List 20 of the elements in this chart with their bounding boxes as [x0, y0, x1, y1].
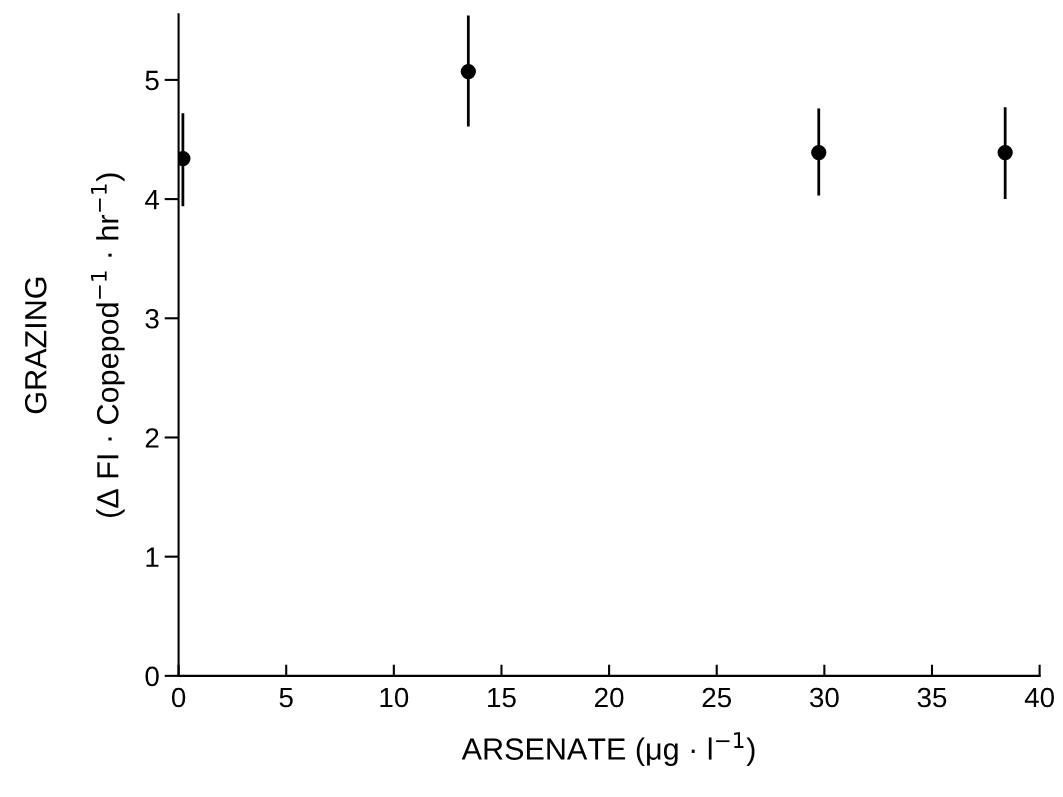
x-tick-label: 35 [917, 687, 947, 708]
x-tick-label: 5 [279, 687, 293, 708]
x-tick-label: 10 [380, 687, 409, 708]
point [460, 63, 476, 80]
x-axis-title: ARSENATE (μg · l$^{−1}$) [461, 732, 755, 766]
y-tick-label: 0 [145, 666, 159, 687]
y-tick-label: 4 [145, 190, 160, 210]
y-tick-label: 1 [146, 547, 159, 567]
point [997, 144, 1013, 161]
x-tick-label: 20 [595, 687, 624, 708]
y-tick-label: 3 [145, 308, 159, 329]
x-tick-label: 30 [809, 687, 839, 708]
x-tick-label: 0 [171, 687, 186, 708]
y-tick-label: 2 [145, 428, 159, 448]
x-tick-label: 40 [1024, 687, 1054, 708]
x-tick-label: 15 [488, 687, 516, 708]
point [811, 144, 827, 161]
x-tick-label: 25 [702, 687, 732, 708]
y-tick-label: 5 [145, 70, 159, 91]
text: GRAZING (Δ FI · Copepod$^{−1}$ · hr$^{−1}$) [24, 173, 125, 517]
